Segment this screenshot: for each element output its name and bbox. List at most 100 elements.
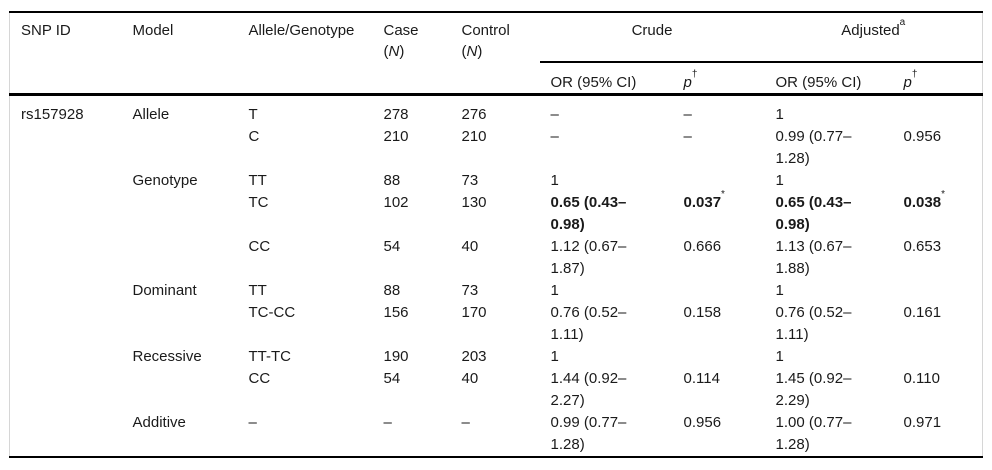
cell-crude-or: 1: [550, 282, 559, 299]
cell-model: [122, 126, 238, 170]
table-row: TC 102 130 0.65 (0.43– 0.98) 0.037* 0.65…: [10, 189, 983, 236]
cell-snp-id: [10, 412, 122, 457]
cell-model: Allele: [132, 106, 170, 123]
cell-model: [122, 368, 238, 412]
table-row: rs157928 Allele T 278 276 – – 1: [10, 95, 983, 127]
cell-crude-or: 0.99 (0.77– 1.28): [550, 414, 627, 453]
cell-adjusted-p: 0.038*: [893, 189, 983, 236]
case-label: Case: [383, 22, 419, 39]
case-n-close-paren: ): [399, 43, 405, 60]
cell-snp-id: [10, 368, 122, 412]
cell-adjusted-p: 0.110: [893, 368, 983, 412]
cell-genotype: C: [248, 128, 260, 145]
p-value: 0.653: [903, 238, 942, 255]
cell-control-n: 203: [461, 348, 487, 365]
col-header-adjusted-p: p†: [892, 62, 983, 96]
table-row: Recessive TT-TC 190 203 1 1: [10, 346, 983, 368]
cell-snp-id: [10, 302, 122, 346]
cell-snp-id: [10, 170, 122, 192]
col-header-crude-or-ci: OR (95% CI): [539, 62, 673, 96]
cell-model: Recessive: [132, 348, 202, 365]
cell-control-n: 40: [461, 370, 479, 387]
cell-snp-id: [10, 280, 122, 302]
cell-genotype: T: [248, 106, 258, 123]
cell-model: [122, 192, 238, 236]
p-value: 0.158: [683, 304, 722, 321]
table-row: CC 54 40 1.44 (0.92– 2.27) 0.114 1.45 (0…: [10, 368, 983, 412]
col-header-allele-genotype: Allele/Genotype: [237, 12, 373, 96]
cell-control-n: 130: [461, 194, 487, 211]
cell-crude-or: 0.65 (0.43– 0.98): [550, 194, 627, 233]
p-value: –: [683, 128, 692, 145]
cell-genotype: TT: [248, 282, 267, 299]
cell-snp-id: rs157928: [21, 106, 84, 123]
cell-model: Genotype: [132, 172, 198, 189]
cell-genotype: TC-CC: [248, 304, 296, 321]
case-n-open-paren: (: [383, 43, 389, 60]
p-value: 0.114: [683, 370, 720, 387]
table-row: C 210 210 – – 0.99 (0.77– 1.28) 0.956: [10, 126, 983, 170]
cell-genotype: TT-TC: [248, 348, 292, 365]
cell-crude-p: –: [673, 126, 765, 170]
case-n-symbol: N: [388, 43, 400, 60]
cell-adjusted-or: 0.76 (0.52– 1.11): [775, 304, 852, 343]
cell-crude-or: 1: [550, 172, 559, 189]
table-row: CC 54 40 1.12 (0.67– 1.87) 0.666 1.13 (0…: [10, 236, 983, 280]
group-header-adjusted: Adjusteda: [764, 12, 983, 63]
significance-marker: *: [941, 189, 945, 200]
cell-control-n: 40: [461, 238, 479, 255]
cell-model: Additive: [132, 414, 186, 431]
table-row: Dominant TT 88 73 1 1: [10, 280, 983, 302]
col-header-adjusted-or-ci: OR (95% CI): [764, 62, 893, 96]
cell-adjusted-p: [893, 95, 983, 127]
p-value: 0.110: [903, 370, 940, 387]
cell-case-n: 54: [383, 370, 401, 387]
cell-adjusted-or: 1.00 (0.77– 1.28): [775, 414, 852, 453]
cell-case-n: 88: [383, 282, 401, 299]
cell-crude-p: [673, 280, 765, 302]
table-row: Additive – – – 0.99 (0.77– 1.28) 0.956 1…: [10, 412, 983, 457]
cell-case-n: 156: [383, 304, 409, 321]
snp-association-table: SNP ID Model Allele/Genotype Case (N) Co…: [9, 11, 984, 458]
cell-adjusted-p: 0.956: [893, 126, 983, 170]
cell-crude-p: 0.956: [673, 412, 765, 457]
cell-crude-or: –: [550, 128, 559, 145]
control-label: Control: [461, 22, 510, 39]
cell-crude-p: –: [673, 95, 765, 127]
col-header-case-n: Case (N): [372, 12, 451, 96]
p-value: 0.666: [683, 238, 722, 255]
cell-control-n: 73: [461, 282, 479, 299]
cell-case-n: 88: [383, 172, 401, 189]
cell-adjusted-p: 0.971: [893, 412, 983, 457]
cell-adjusted-or: 0.65 (0.43– 0.98): [775, 194, 852, 233]
cell-crude-or: –: [550, 106, 559, 123]
p-value: 0.971: [903, 414, 942, 431]
adjusted-label: Adjusted: [841, 22, 900, 39]
cell-genotype: TC: [248, 194, 269, 211]
cell-adjusted-or: 1: [775, 106, 784, 123]
cell-model: Dominant: [132, 282, 197, 299]
adjusted-footnote-marker: a: [899, 17, 906, 28]
cell-case-n: 278: [383, 106, 409, 123]
cell-crude-or: 1.12 (0.67– 1.87): [550, 238, 627, 277]
table-row: TC-CC 156 170 0.76 (0.52– 1.11) 0.158 0.…: [10, 302, 983, 346]
cell-model: [122, 236, 238, 280]
cell-control-n: –: [461, 414, 470, 431]
cell-control-n: 73: [461, 172, 479, 189]
table-body: rs157928 Allele T 278 276 – – 1 C 210 21…: [10, 95, 983, 458]
p-value: 0.038: [903, 194, 942, 211]
p-symbol: p: [683, 74, 692, 91]
col-header-model: Model: [121, 12, 238, 96]
p-value: 0.956: [683, 414, 722, 431]
cell-adjusted-or: 1.45 (0.92– 2.29): [775, 370, 852, 409]
cell-adjusted-or: 1: [775, 282, 784, 299]
cell-crude-p: 0.114: [673, 368, 765, 412]
cell-case-n: 54: [383, 238, 401, 255]
col-header-snp-id: SNP ID: [9, 12, 122, 96]
cell-adjusted-or: 1: [775, 172, 784, 189]
cell-adjusted-p: [893, 280, 983, 302]
cell-adjusted-p: 0.653: [893, 236, 983, 280]
cell-crude-p: 0.158: [673, 302, 765, 346]
cell-snp-id: [10, 346, 122, 368]
control-n-close-paren: ): [477, 43, 483, 60]
